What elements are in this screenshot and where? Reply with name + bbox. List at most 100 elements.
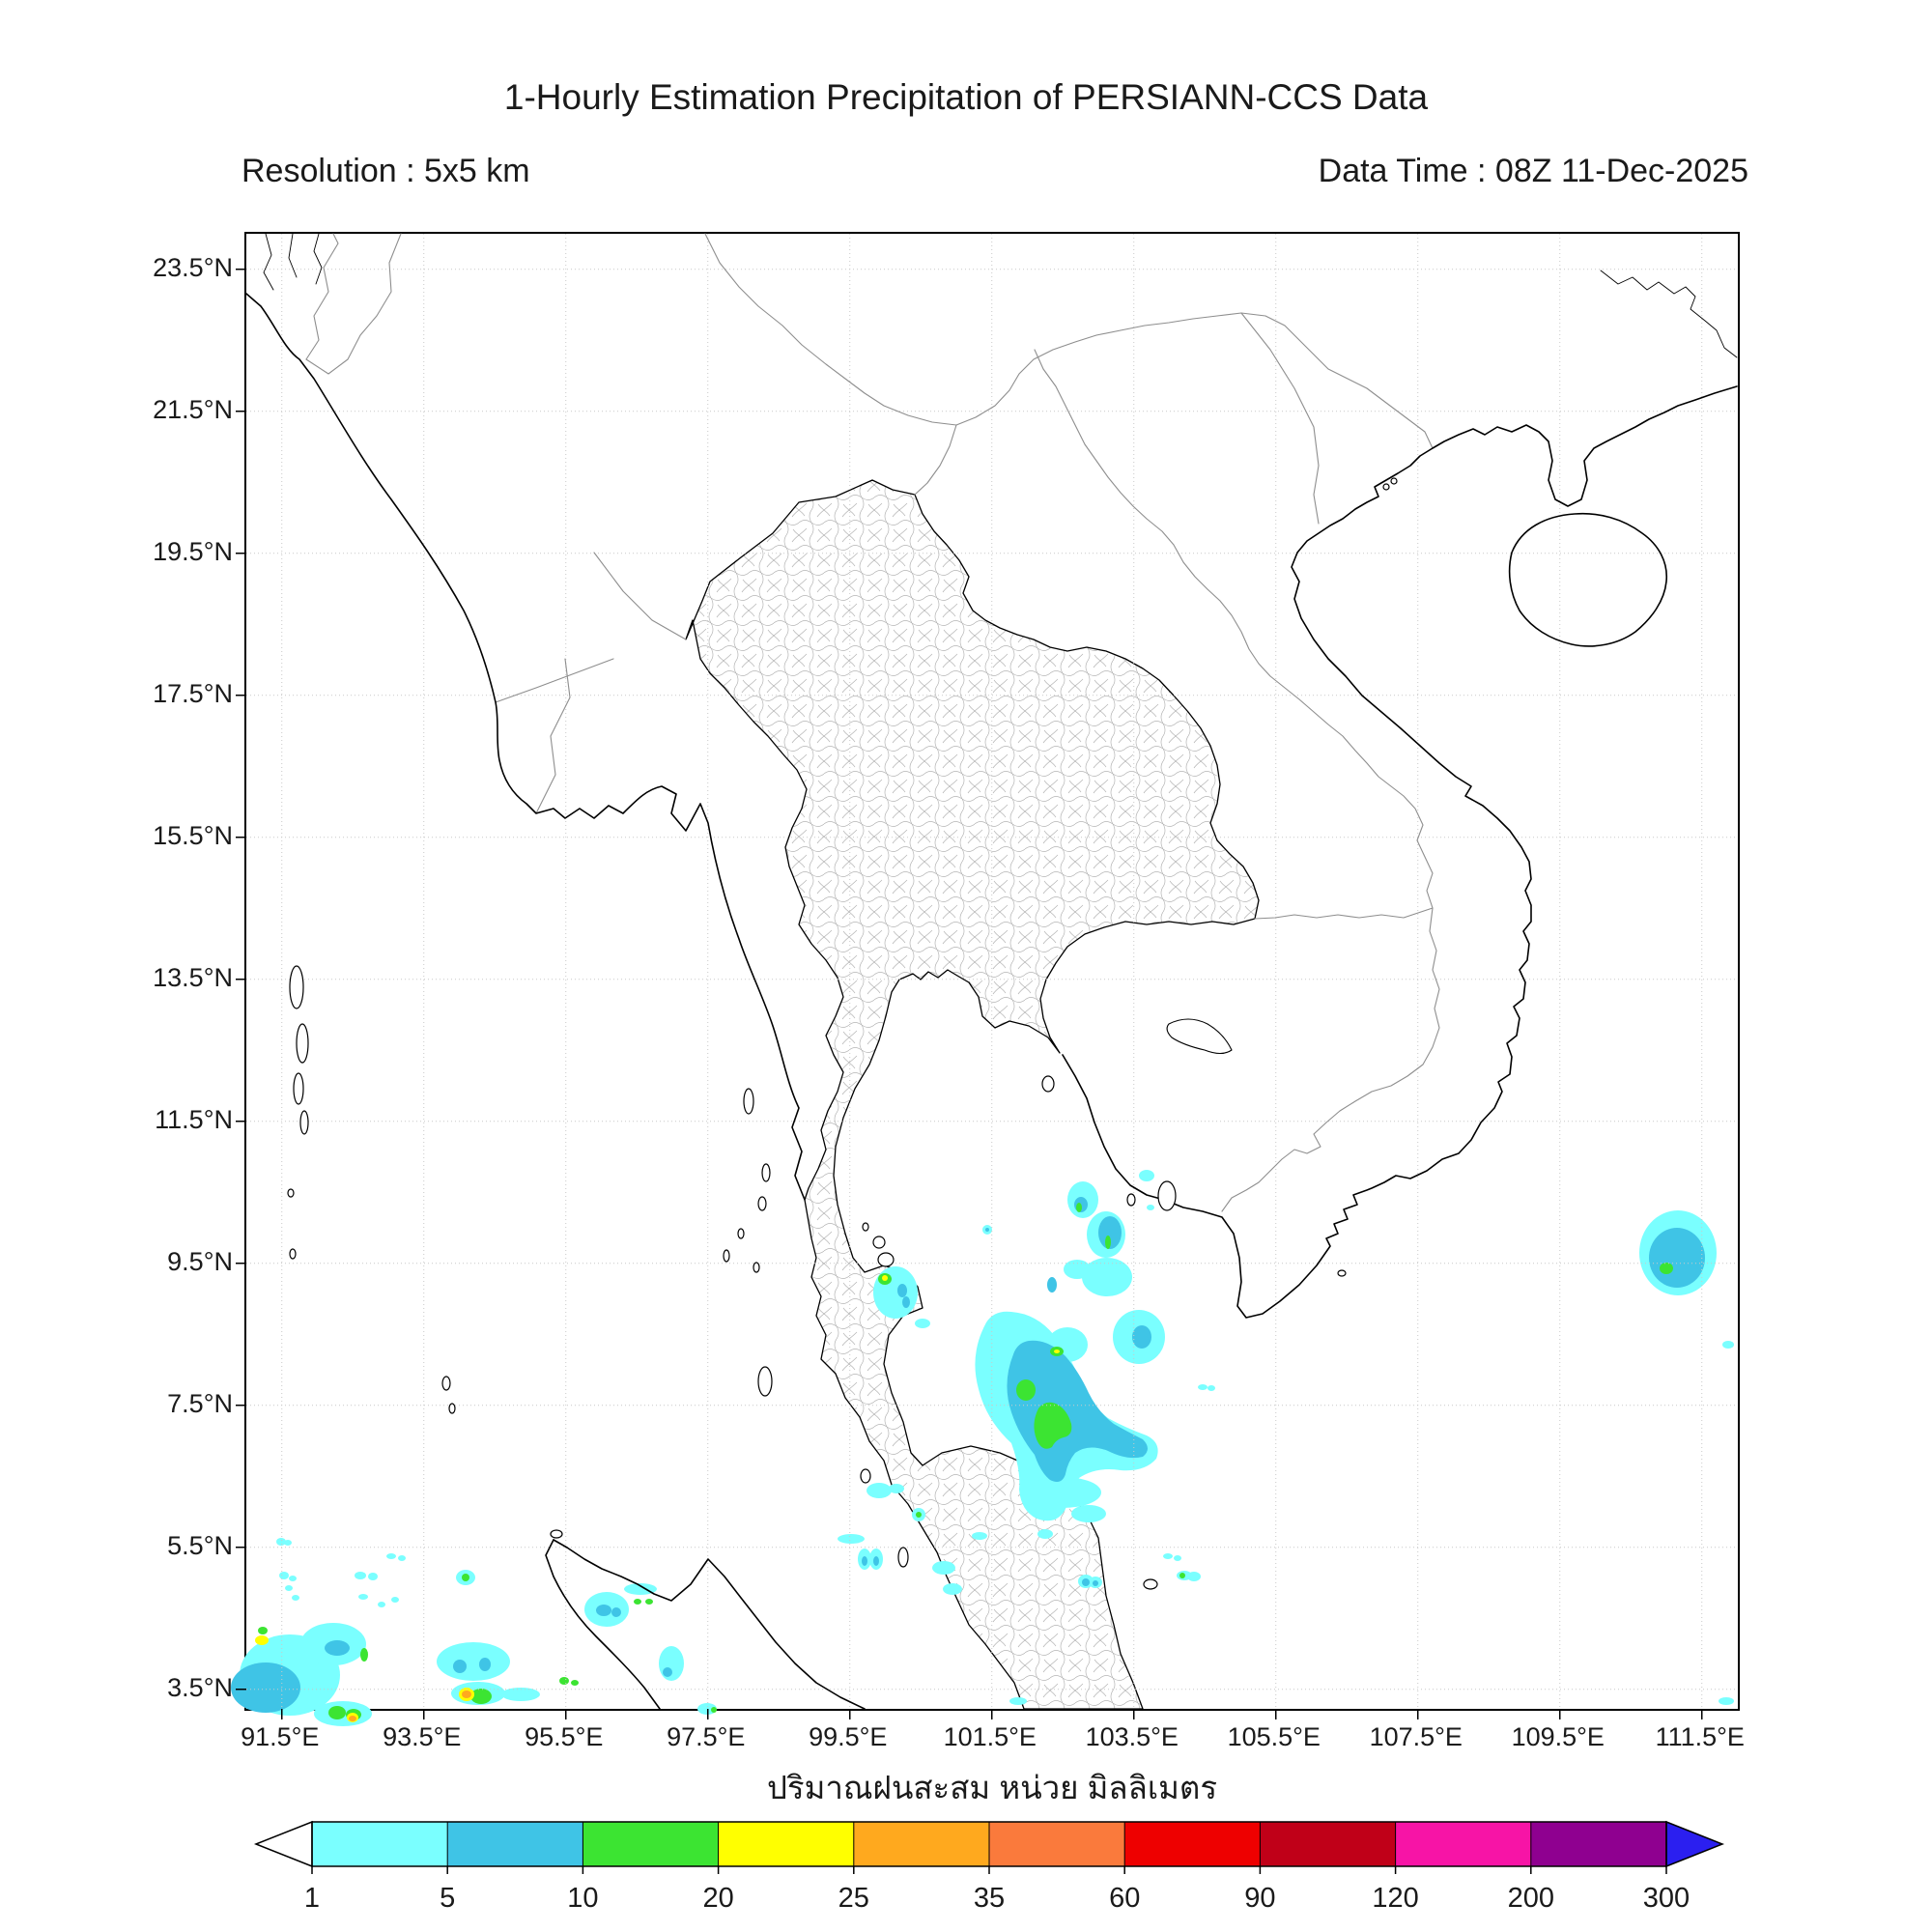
precip-patch	[453, 1660, 467, 1673]
precip-patch	[873, 1266, 918, 1319]
colorbar-tick-label: 25	[838, 1883, 869, 1914]
colorbar-segment	[854, 1822, 989, 1866]
precip-patch	[943, 1583, 962, 1595]
precip-patch	[985, 1228, 989, 1232]
colorbar-tick-label: 200	[1508, 1883, 1554, 1914]
colorbar-over-arrow	[1666, 1822, 1722, 1866]
precip-patch	[358, 1594, 368, 1600]
precip-patch	[231, 1662, 300, 1713]
colorbar-segment	[312, 1822, 447, 1866]
precip-patch	[1024, 1477, 1101, 1508]
y-tick-label: 19.5°N	[127, 537, 233, 566]
precip-patch	[571, 1680, 579, 1686]
precip-patch	[479, 1658, 491, 1671]
precip-patch	[368, 1573, 378, 1580]
precip-patch	[1047, 1277, 1057, 1293]
precip-patch	[711, 1707, 717, 1713]
precip-patch	[889, 1484, 904, 1493]
colorbar-segment	[447, 1822, 582, 1866]
y-tick-label: 17.5°N	[127, 679, 233, 708]
precip-patch	[634, 1599, 641, 1605]
precip-patch	[284, 1540, 292, 1546]
precip-patch	[1105, 1236, 1111, 1249]
precip-patch	[1071, 1505, 1106, 1522]
x-tick-label: 111.5°E	[1633, 1722, 1768, 1751]
y-tick-label: 9.5°N	[127, 1247, 233, 1276]
precip-patch	[437, 1642, 510, 1681]
x-tick-label: 105.5°E	[1207, 1722, 1342, 1751]
x-tick-label: 109.5°E	[1491, 1722, 1626, 1751]
precip-patch	[1187, 1572, 1201, 1581]
thailand-malaysia-landmass	[686, 480, 1259, 1709]
precip-patch	[659, 1646, 684, 1681]
precip-patch	[1016, 1379, 1036, 1401]
data-time-label: Data Time : 08Z 11-Dec-2025	[1319, 153, 1748, 190]
precip-patch	[1174, 1555, 1181, 1561]
x-tick-label: 107.5°E	[1349, 1722, 1484, 1751]
rivers	[264, 234, 1737, 357]
precip-patch	[289, 1576, 297, 1581]
precip-patch	[462, 1690, 471, 1698]
precip-patch	[862, 1556, 867, 1566]
precip-patch	[391, 1597, 399, 1603]
precip-patch	[285, 1585, 293, 1591]
colorbar-segment	[719, 1822, 854, 1866]
precip-patch	[462, 1574, 469, 1581]
precip-patch	[559, 1677, 569, 1685]
precip-patch	[355, 1572, 366, 1579]
map-plot-area	[244, 232, 1740, 1711]
precip-patch	[292, 1595, 299, 1601]
precip-patch	[258, 1627, 268, 1634]
resolution-label: Resolution : 5x5 km	[242, 153, 530, 190]
precip-patch	[1054, 1350, 1060, 1353]
colorbar-segment	[1124, 1822, 1260, 1866]
page-title: 1-Hourly Estimation Precipitation of PER…	[0, 77, 1932, 118]
colorbar-segment	[1531, 1822, 1666, 1866]
precip-patch	[1076, 1203, 1082, 1212]
precip-patch	[1064, 1260, 1091, 1279]
colorbar-tick-label: 90	[1244, 1883, 1275, 1914]
colorbar-tick-label: 10	[567, 1883, 598, 1914]
precip-patch	[663, 1667, 672, 1677]
colorbar-under-arrow	[256, 1822, 312, 1866]
precip-patch	[1093, 1580, 1098, 1586]
y-tick-label: 7.5°N	[127, 1389, 233, 1418]
x-tick-label: 103.5°E	[1065, 1722, 1200, 1751]
precip-patch	[386, 1553, 396, 1559]
precip-patch	[1719, 1697, 1734, 1705]
precip-patch	[916, 1512, 922, 1518]
precip-patch	[915, 1319, 930, 1328]
colorbar-tick-label: 60	[1109, 1883, 1140, 1914]
y-tick-label: 5.5°N	[127, 1531, 233, 1560]
precip-patch	[1009, 1697, 1027, 1705]
precip-patch	[1163, 1553, 1173, 1559]
precipitation-layer	[231, 1170, 1734, 1726]
precip-patch	[1147, 1205, 1154, 1210]
precip-patch	[1132, 1325, 1151, 1349]
colorbar-tick-label: 120	[1372, 1883, 1418, 1914]
precip-patch	[1198, 1384, 1208, 1390]
precip-patch	[349, 1716, 356, 1721]
precip-patch	[873, 1556, 879, 1566]
precip-patch	[897, 1284, 907, 1297]
precip-patch	[645, 1599, 653, 1605]
colorbar-segment	[1260, 1822, 1395, 1866]
precip-patch	[378, 1602, 385, 1607]
precip-patch	[1082, 1578, 1090, 1586]
x-tick-label: 101.5°E	[923, 1722, 1058, 1751]
y-tick-label: 11.5°N	[127, 1105, 233, 1134]
colorbar-tick-label: 35	[974, 1883, 1005, 1914]
subtitle-row: Resolution : 5x5 km Data Time : 08Z 11-D…	[0, 153, 1932, 197]
precip-patch	[972, 1532, 987, 1540]
precip-patch	[1722, 1341, 1734, 1349]
precip-patch	[838, 1534, 865, 1544]
y-tick-label: 3.5°N	[127, 1673, 233, 1702]
colorbar-segment	[582, 1822, 718, 1866]
thailand-provinces-region	[686, 480, 1259, 1709]
colorbar-tick-label: 1	[304, 1883, 320, 1914]
colorbar-segment	[1396, 1822, 1531, 1866]
x-tick-label: 93.5°E	[355, 1722, 490, 1751]
precip-patch	[360, 1648, 368, 1662]
map-svg	[246, 234, 1738, 1709]
precip-patch	[932, 1561, 955, 1575]
